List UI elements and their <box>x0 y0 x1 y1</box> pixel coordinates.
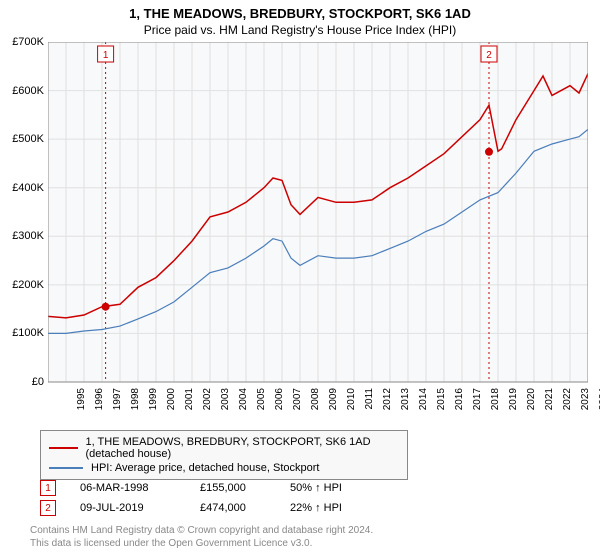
footer-line2: This data is licensed under the Open Gov… <box>30 537 373 550</box>
x-tick-label: 2016 <box>454 388 465 418</box>
svg-text:1: 1 <box>103 50 109 61</box>
x-tick-label: 2012 <box>382 388 393 418</box>
x-tick-label: 2006 <box>274 388 285 418</box>
legend-item: HPI: Average price, detached house, Stoc… <box>49 461 399 475</box>
marker-date: 09-JUL-2019 <box>80 502 200 514</box>
y-tick-label: £300K <box>0 230 44 242</box>
chart-title: 1, THE MEADOWS, BREDBURY, STOCKPORT, SK6… <box>0 0 600 21</box>
marker-num-box: 2 <box>40 500 56 516</box>
y-tick-label: £200K <box>0 279 44 291</box>
legend-label: 1, THE MEADOWS, BREDBURY, STOCKPORT, SK6… <box>86 436 399 460</box>
x-tick-label: 2007 <box>292 388 303 418</box>
legend-item: 1, THE MEADOWS, BREDBURY, STOCKPORT, SK6… <box>49 435 399 461</box>
x-tick-label: 2003 <box>220 388 231 418</box>
x-tick-label: 1996 <box>94 388 105 418</box>
x-tick-label: 2001 <box>184 388 195 418</box>
x-tick-label: 2008 <box>310 388 321 418</box>
x-tick-label: 2021 <box>544 388 555 418</box>
marker-date: 06-MAR-1998 <box>80 482 200 494</box>
x-tick-label: 2014 <box>418 388 429 418</box>
marker-price: £474,000 <box>200 502 290 514</box>
x-tick-label: 2005 <box>256 388 267 418</box>
marker-num-box: 1 <box>40 480 56 496</box>
x-tick-label: 1997 <box>112 388 123 418</box>
x-tick-label: 2020 <box>526 388 537 418</box>
y-tick-label: £400K <box>0 182 44 194</box>
svg-text:2: 2 <box>486 50 492 61</box>
marker-pct: 50% ↑ HPI <box>290 482 390 494</box>
chart-area: £0£100K£200K£300K£400K£500K£600K£700K 12… <box>0 42 600 412</box>
y-tick-label: £600K <box>0 85 44 97</box>
chart-subtitle: Price paid vs. HM Land Registry's House … <box>0 21 600 41</box>
x-tick-label: 2009 <box>328 388 339 418</box>
x-tick-label: 2018 <box>490 388 501 418</box>
footer-attribution: Contains HM Land Registry data © Crown c… <box>30 524 373 550</box>
x-tick-label: 2011 <box>364 388 375 418</box>
chart-svg: 12 <box>48 42 588 384</box>
y-tick-label: £500K <box>0 133 44 145</box>
y-tick-label: £700K <box>0 36 44 48</box>
x-tick-label: 2017 <box>472 388 483 418</box>
chart-container: 1, THE MEADOWS, BREDBURY, STOCKPORT, SK6… <box>0 0 600 560</box>
marker-row: 2 09-JUL-2019£474,00022% ↑ HPI <box>30 498 390 518</box>
legend: 1, THE MEADOWS, BREDBURY, STOCKPORT, SK6… <box>40 430 408 480</box>
x-tick-label: 2010 <box>346 388 357 418</box>
x-tick-label: 2023 <box>580 388 591 418</box>
x-tick-label: 2000 <box>166 388 177 418</box>
x-tick-label: 2022 <box>562 388 573 418</box>
x-tick-label: 2004 <box>238 388 249 418</box>
y-tick-label: £100K <box>0 327 44 339</box>
y-tick-label: £0 <box>0 376 44 388</box>
footer-line1: Contains HM Land Registry data © Crown c… <box>30 524 373 537</box>
x-tick-label: 2013 <box>400 388 411 418</box>
x-tick-label: 1998 <box>130 388 141 418</box>
x-tick-label: 2002 <box>202 388 213 418</box>
legend-label: HPI: Average price, detached house, Stoc… <box>91 462 320 474</box>
x-tick-label: 2019 <box>508 388 519 418</box>
marker-table: 1 06-MAR-1998£155,00050% ↑ HPI 2 09-JUL-201… <box>30 478 390 518</box>
x-tick-label: 1999 <box>148 388 159 418</box>
marker-pct: 22% ↑ HPI <box>290 502 390 514</box>
marker-row: 1 06-MAR-1998£155,00050% ↑ HPI <box>30 478 390 498</box>
x-tick-label: 2015 <box>436 388 447 418</box>
legend-swatch <box>49 467 83 469</box>
marker-price: £155,000 <box>200 482 290 494</box>
x-tick-label: 1995 <box>76 388 87 418</box>
legend-swatch <box>49 447 78 449</box>
